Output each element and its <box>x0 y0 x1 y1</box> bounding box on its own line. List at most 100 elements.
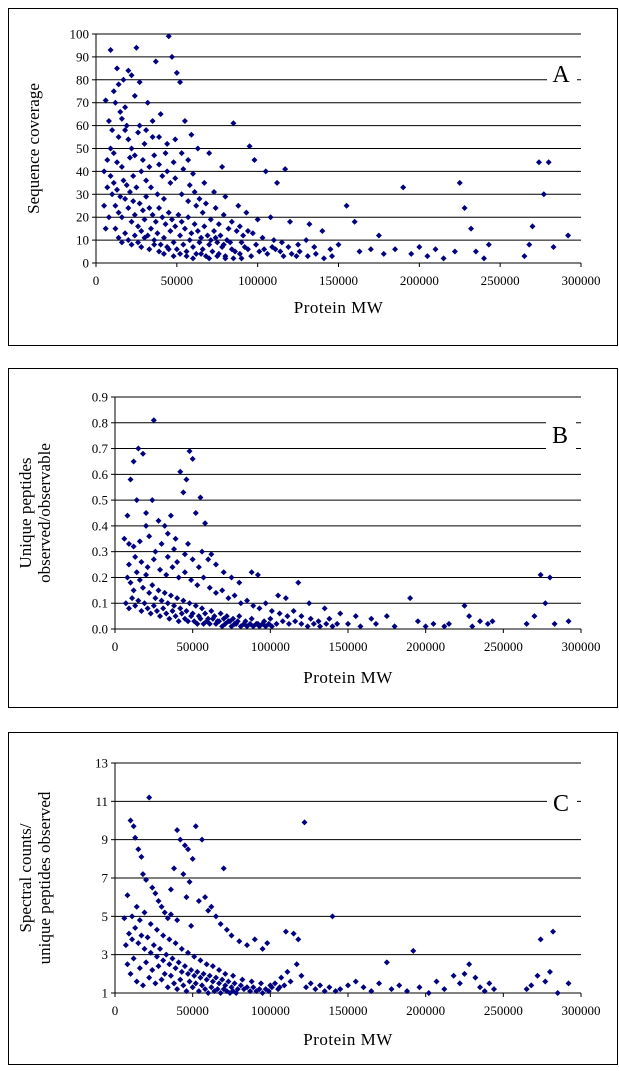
data-point <box>107 172 114 179</box>
data-point <box>155 517 162 524</box>
x-tick-label: 250000 <box>484 639 523 654</box>
data-point <box>180 597 187 604</box>
data-point <box>456 179 463 186</box>
data-point <box>191 189 198 196</box>
data-point <box>158 903 165 910</box>
y-tick-label: 100 <box>70 27 90 42</box>
data-point <box>345 982 351 989</box>
data-point <box>167 886 174 893</box>
data-point <box>160 234 167 241</box>
data-point <box>173 69 180 76</box>
data-point <box>388 986 395 993</box>
data-point <box>195 988 202 995</box>
data-point <box>217 921 224 927</box>
x-tick-label: 300000 <box>562 639 601 654</box>
chart-panel-c: 1 3 5 7 9 11 13 0 50000 100000 150000 200000 250000 3… <box>8 732 618 1065</box>
scatter-chart-a: 0 10 20 30 40 50 60 70 80 90 100 0 50000 100000 150000… <box>24 27 601 318</box>
data-point <box>131 211 138 218</box>
data-point <box>171 865 178 872</box>
data-point <box>163 610 170 617</box>
data-point <box>126 189 133 196</box>
data-point <box>407 595 414 602</box>
data-point <box>293 961 300 968</box>
data-point <box>253 988 260 995</box>
data-point <box>107 145 114 152</box>
data-point <box>319 227 326 234</box>
data-point <box>292 618 299 625</box>
data-point <box>133 978 140 985</box>
data-point <box>177 79 184 86</box>
data-point <box>216 967 223 973</box>
data-point <box>312 986 319 993</box>
data-point <box>130 823 137 830</box>
data-point <box>144 564 151 571</box>
data-point <box>169 607 176 614</box>
data-point <box>410 947 417 954</box>
data-point <box>162 150 169 157</box>
data-point <box>327 246 334 253</box>
data-point <box>198 548 205 555</box>
y-tick-label: 3 <box>102 947 109 962</box>
data-point <box>130 955 137 962</box>
data-point <box>212 974 219 981</box>
data-point <box>109 127 116 134</box>
data-point <box>131 232 138 239</box>
data-point <box>181 842 188 849</box>
data-point <box>181 963 188 970</box>
y-tick-label: 0.6 <box>92 467 109 482</box>
data-point <box>248 253 255 260</box>
data-point <box>127 476 134 483</box>
data-point <box>550 243 557 250</box>
data-point <box>172 223 179 230</box>
data-point <box>211 988 218 995</box>
x-axis-label: Protein MW <box>303 1030 393 1049</box>
data-point <box>244 942 251 949</box>
x-tick-label: 150000 <box>329 639 368 654</box>
data-point <box>550 928 557 935</box>
data-point <box>202 520 209 527</box>
data-point <box>144 99 151 106</box>
data-point <box>162 221 169 228</box>
data-point <box>433 978 440 985</box>
data-point <box>202 200 209 207</box>
data-point <box>225 618 232 625</box>
data-point <box>188 922 195 929</box>
data-point <box>160 957 167 964</box>
data-point <box>535 159 542 166</box>
data-point <box>125 930 132 937</box>
data-point <box>157 945 164 952</box>
data-point <box>180 489 187 496</box>
data-point <box>425 990 432 996</box>
data-point <box>114 159 121 166</box>
data-point <box>531 613 538 620</box>
data-point <box>183 607 190 614</box>
y-tick-label: 5 <box>102 909 109 924</box>
data-point <box>190 170 196 177</box>
data-point <box>360 984 367 991</box>
data-point <box>138 853 145 860</box>
data-point <box>138 243 145 250</box>
data-point <box>158 540 165 547</box>
data-point <box>472 974 479 981</box>
data-point <box>400 184 407 191</box>
data-point <box>250 602 257 609</box>
data-point <box>262 600 269 607</box>
data-point <box>139 156 146 163</box>
data-point <box>526 241 533 248</box>
data-point <box>202 610 209 617</box>
data-point <box>141 216 148 223</box>
data-point <box>356 248 363 255</box>
data-point <box>223 988 230 995</box>
x-tick-label: 100000 <box>251 1003 290 1018</box>
data-point <box>198 234 205 241</box>
data-point <box>197 615 204 622</box>
panel-letter-background <box>547 789 577 817</box>
y-tick-label: 0 <box>83 256 90 271</box>
data-point <box>192 823 199 830</box>
data-point <box>461 602 468 609</box>
data-point <box>178 945 185 952</box>
data-point <box>141 600 148 607</box>
data-point <box>186 448 193 455</box>
data-point <box>296 248 303 255</box>
data-point <box>228 574 235 581</box>
